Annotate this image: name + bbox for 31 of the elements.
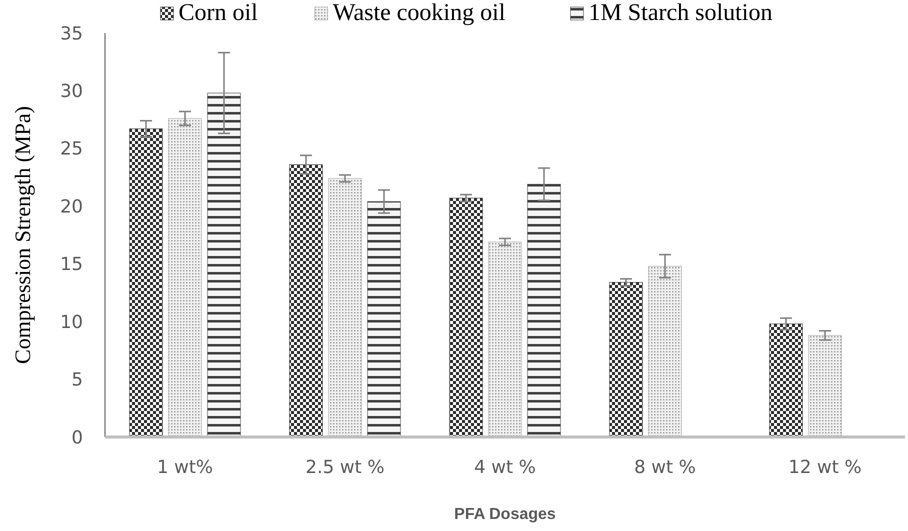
x-tick-label: 8 wt % [634,457,696,478]
legend-label: Waste cooking oil [332,0,506,26]
bar [449,198,483,438]
bar [328,178,362,438]
bar [769,324,803,438]
legend-label: 1M Starch solution [588,0,772,26]
y-tick-label: 35 [60,23,83,44]
x-tick-label: 12 wt % [788,457,862,478]
x-tick-label: 4 wt % [474,457,536,478]
y-tick-label: 30 [60,81,83,102]
y-tick-label: 20 [60,196,83,218]
x-axis-title: PFA Dosages [454,506,556,523]
legend-label: Corn oil [178,0,258,26]
x-tick-label: 2.5 wt % [306,457,384,478]
y-tick-label: 25 [60,138,83,160]
bar [168,118,202,438]
bar [648,266,682,438]
bar [289,164,323,438]
bar [129,128,163,438]
y-tick-label: 10 [60,312,83,333]
y-tick-label: 15 [60,254,83,276]
bar [367,201,401,438]
bar [207,92,241,438]
y-axis-title: Compression Strength (MPa) [10,106,35,364]
y-tick-label: 0 [72,427,83,448]
bar [488,242,522,438]
bar [527,184,561,438]
bar [808,335,842,438]
bar [609,282,643,438]
y-tick-label: 5 [72,370,83,391]
x-tick-label: 1 wt% [156,457,214,478]
